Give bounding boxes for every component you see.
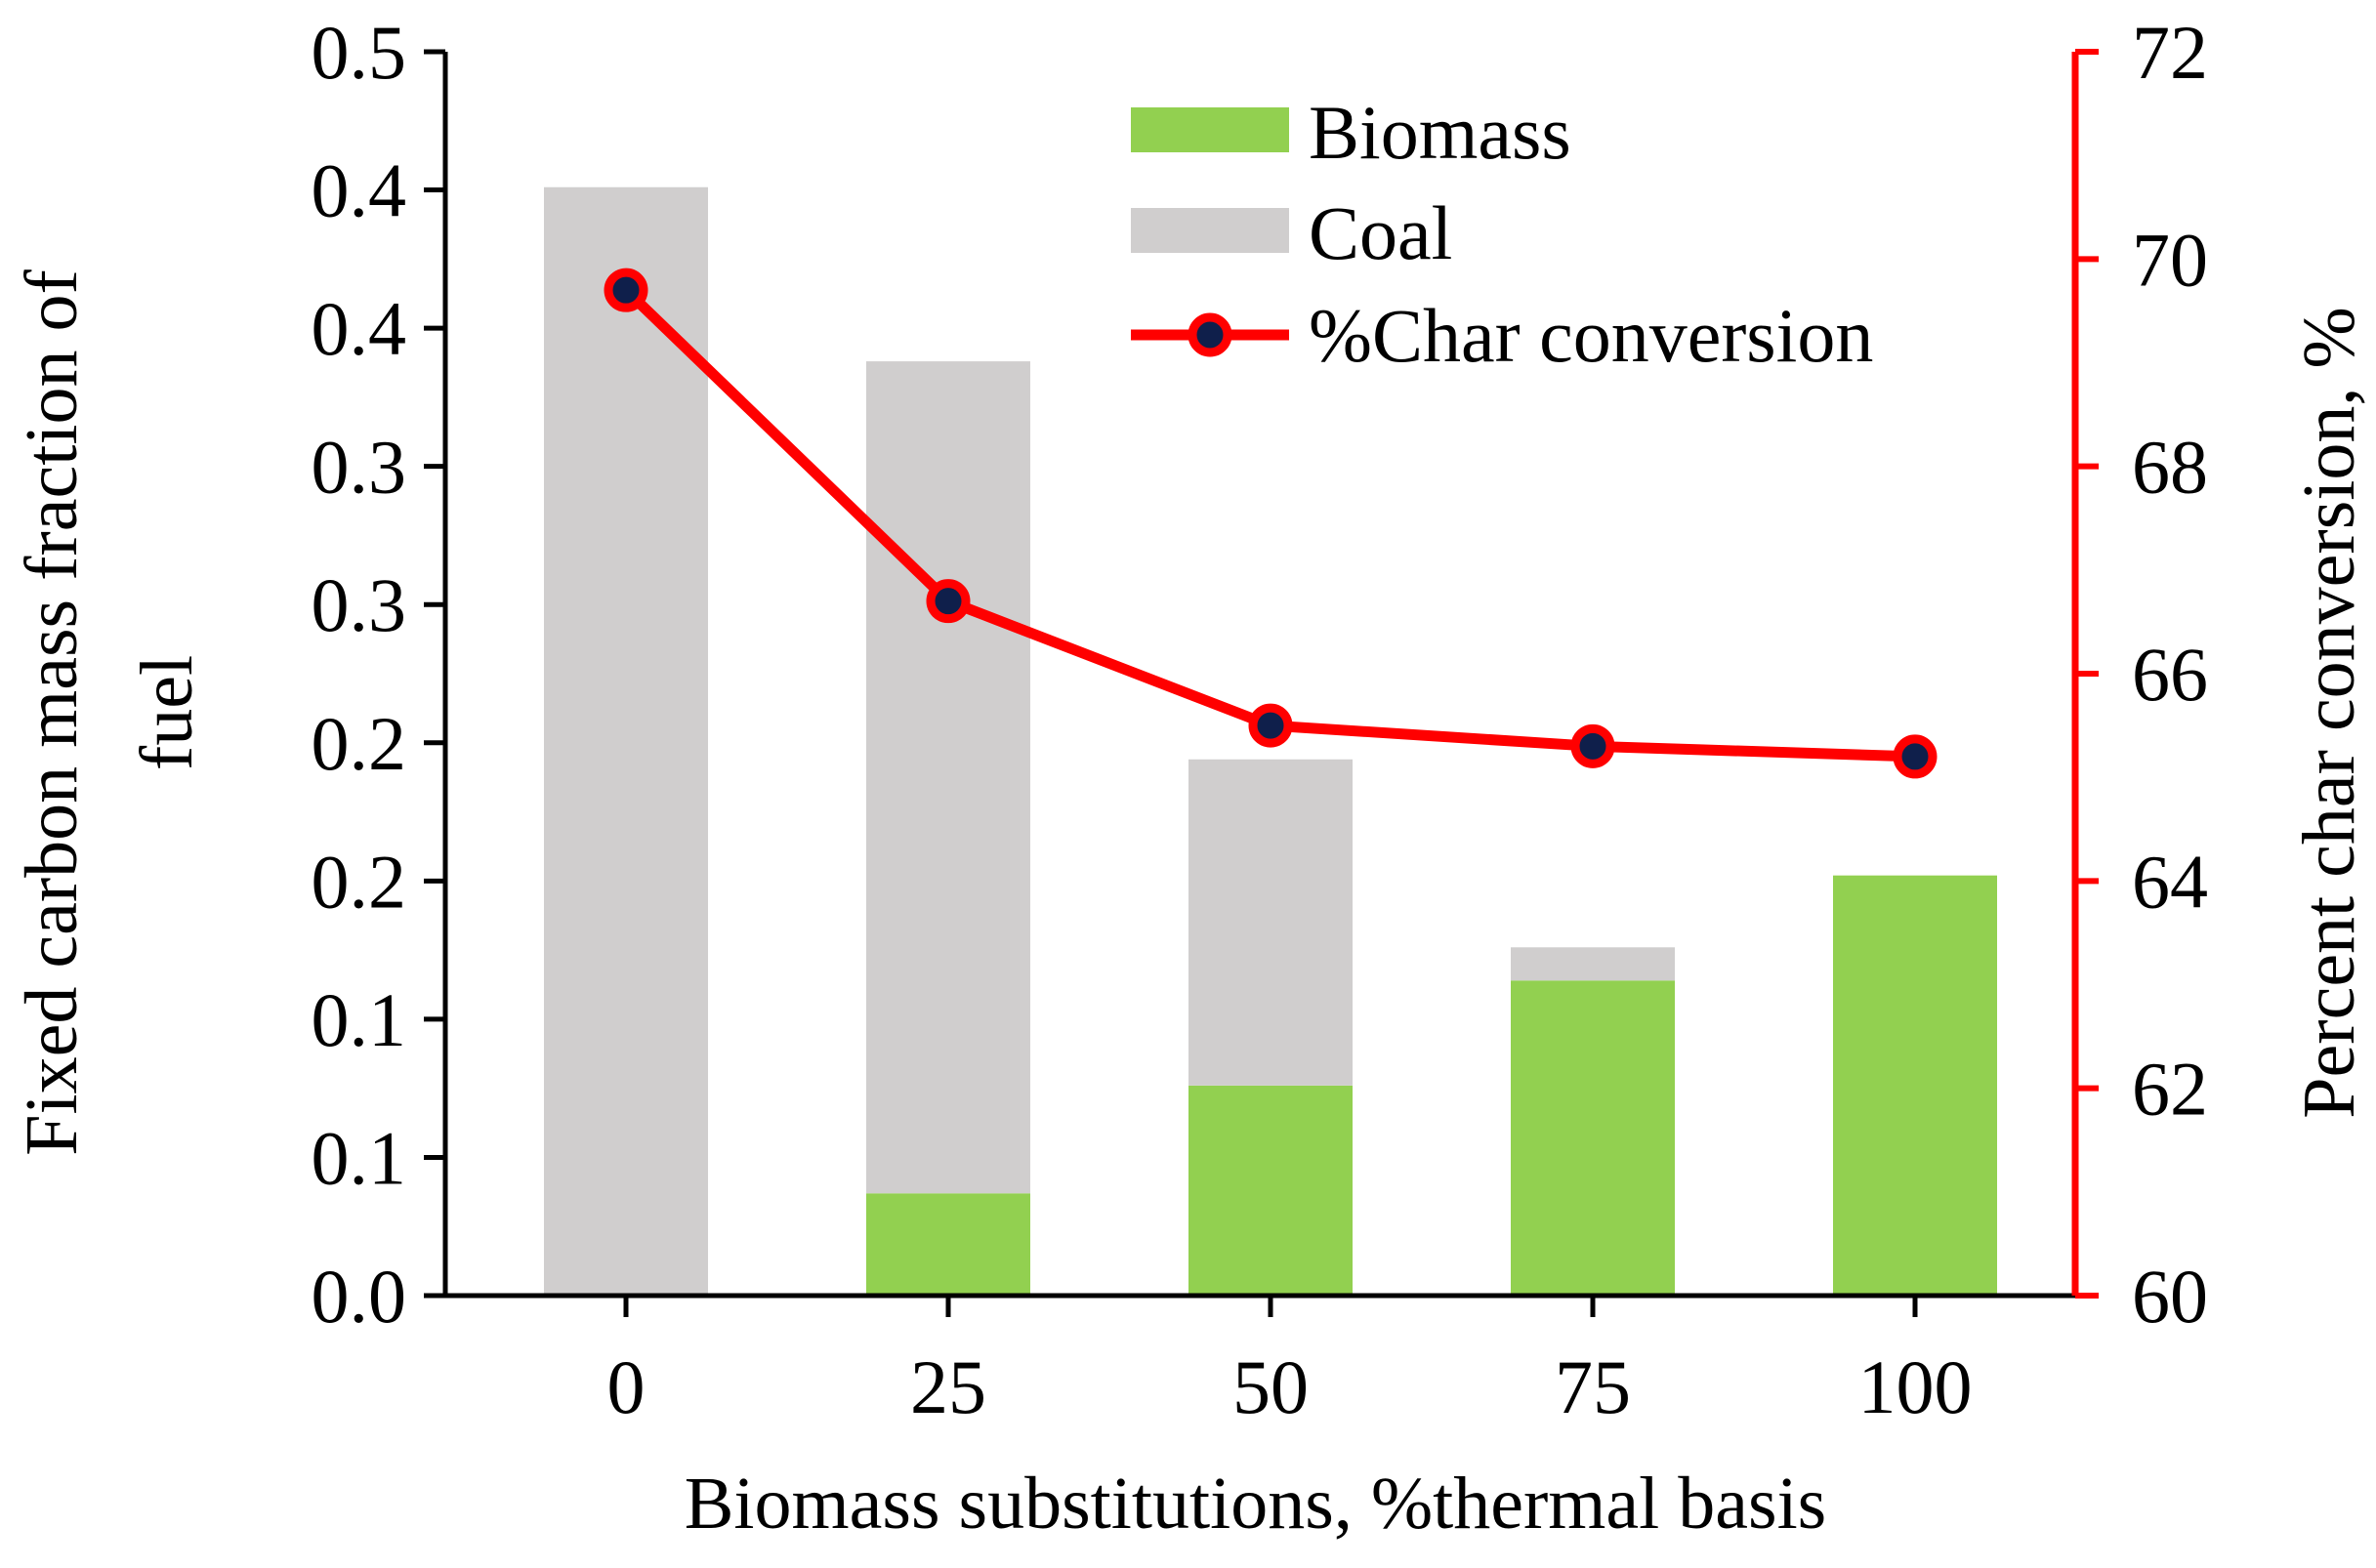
legend-biomass-label: Biomass: [1309, 90, 1571, 175]
right-tick-label: 60: [2132, 1254, 2208, 1339]
right-tick-label: 66: [2132, 632, 2208, 717]
char-conversion-point: [926, 579, 971, 624]
right-tick-label: 62: [2132, 1047, 2208, 1132]
x-tick-label: 25: [910, 1344, 986, 1429]
left-tick-label: 0.2: [312, 701, 407, 786]
legend-coal-label: Coal: [1309, 190, 1452, 275]
legend-layer: Biomass Coal %Char conversion: [1131, 90, 1873, 378]
left-tick-label: 0.1: [312, 1115, 407, 1200]
left-axis-title-line-2: fuel: [126, 655, 208, 770]
x-tick-label: 100: [1858, 1344, 1973, 1429]
legend-coal-swatch: [1131, 208, 1289, 253]
x-tick-label: 50: [1232, 1344, 1309, 1429]
left-tick-label: 0.0: [312, 1254, 407, 1339]
right-tick-label: 70: [2132, 217, 2208, 302]
biomass-bar: [1511, 980, 1675, 1296]
left-tick-label: 0.3: [312, 562, 407, 647]
right-axis-title: Percent char conversion, %: [2288, 307, 2370, 1118]
line-layer: [604, 268, 1938, 779]
coal-bar: [866, 361, 1030, 1194]
bars-layer: [544, 186, 1997, 1296]
x-tick-label: 75: [1555, 1344, 1631, 1429]
left-tick-label: 0.3: [312, 425, 407, 510]
labels-layer: 0.0 0.1 0.1 0.2 0.2 0.3 0.3 0.4 0.4 0.5 60 62 64 66 68…: [11, 10, 2370, 1545]
right-tick-label: 68: [2132, 425, 2208, 510]
coal-bar: [1188, 759, 1353, 1086]
coal-bar: [544, 186, 708, 1296]
left-tick-label: 0.2: [312, 839, 407, 924]
coal-bar: [1511, 947, 1675, 981]
left-tick-label: 0.4: [312, 148, 407, 233]
axes-layer: [424, 49, 2099, 1317]
legend-conversion-marker: [1188, 312, 1232, 357]
left-axis-title-line-1: Fixed carbon mass fraction of: [11, 269, 93, 1156]
legend-conversion-label: %Char conversion: [1309, 293, 1873, 378]
char-conversion-point: [604, 268, 648, 312]
biomass-bar: [1833, 875, 1997, 1296]
right-tick-label: 64: [2132, 839, 2208, 924]
right-tick-label: 72: [2132, 10, 2208, 95]
char-conversion-point: [1570, 723, 1615, 768]
char-conversion-point: [1248, 703, 1293, 748]
x-axis-title: Biomass substitutions, %thermal basis: [685, 1463, 1827, 1545]
x-tick-label: 0: [607, 1344, 646, 1429]
biomass-bar: [866, 1193, 1030, 1296]
char-conversion-point: [1893, 734, 1938, 779]
left-tick-label: 0.5: [312, 10, 407, 95]
biomass-bar: [1188, 1085, 1353, 1296]
left-tick-label: 0.1: [312, 977, 407, 1062]
left-tick-label: 0.4: [312, 286, 407, 371]
legend-biomass-swatch: [1131, 107, 1289, 152]
